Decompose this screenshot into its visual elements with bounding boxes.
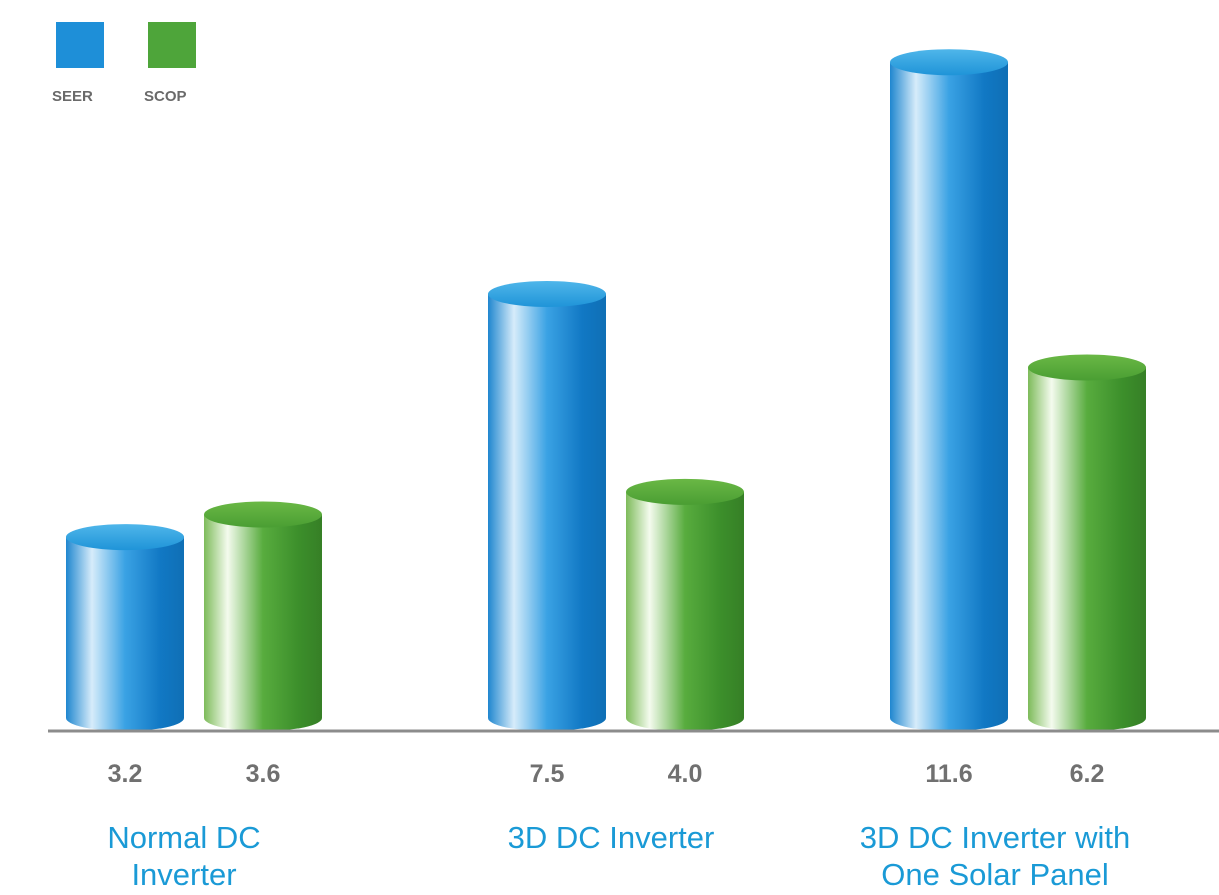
category-label-0: Normal DC Inverter [107,820,260,892]
value-label-seer-1: 7.5 [530,760,565,788]
value-label-scop-2: 6.2 [1070,760,1105,788]
category-label-1: 3D DC Inverter [508,820,715,855]
value-label-scop-0: 3.6 [246,760,281,788]
legend-label-seer: SEER [52,88,93,105]
bar-scop-2 [1028,354,1146,731]
bar-scop-1 [626,478,744,731]
bar-seer-0 [66,524,184,731]
value-label-seer-2: 11.6 [925,760,972,788]
bar-scop-0 [204,501,322,731]
bars-group [66,49,1146,732]
value-labels-group: 3.2 3.6 7.5 4.0 11.6 6.2 [108,760,1105,788]
value-label-scop-1: 4.0 [668,760,703,788]
value-label-seer-0: 3.2 [108,760,143,788]
bar-seer-1 [488,280,606,731]
legend-swatch-scop [148,22,196,68]
legend-swatch-seer [56,22,104,68]
bar-seer-2 [890,49,1008,732]
chart-legend: SEER SCOP [52,22,196,105]
legend-label-scop: SCOP [144,88,187,105]
category-label-2: 3D DC Inverter with One Solar Panel [860,820,1130,892]
category-labels-group: Normal DC Inverter 3D DC Inverter 3D DC Inv… [107,820,1130,892]
